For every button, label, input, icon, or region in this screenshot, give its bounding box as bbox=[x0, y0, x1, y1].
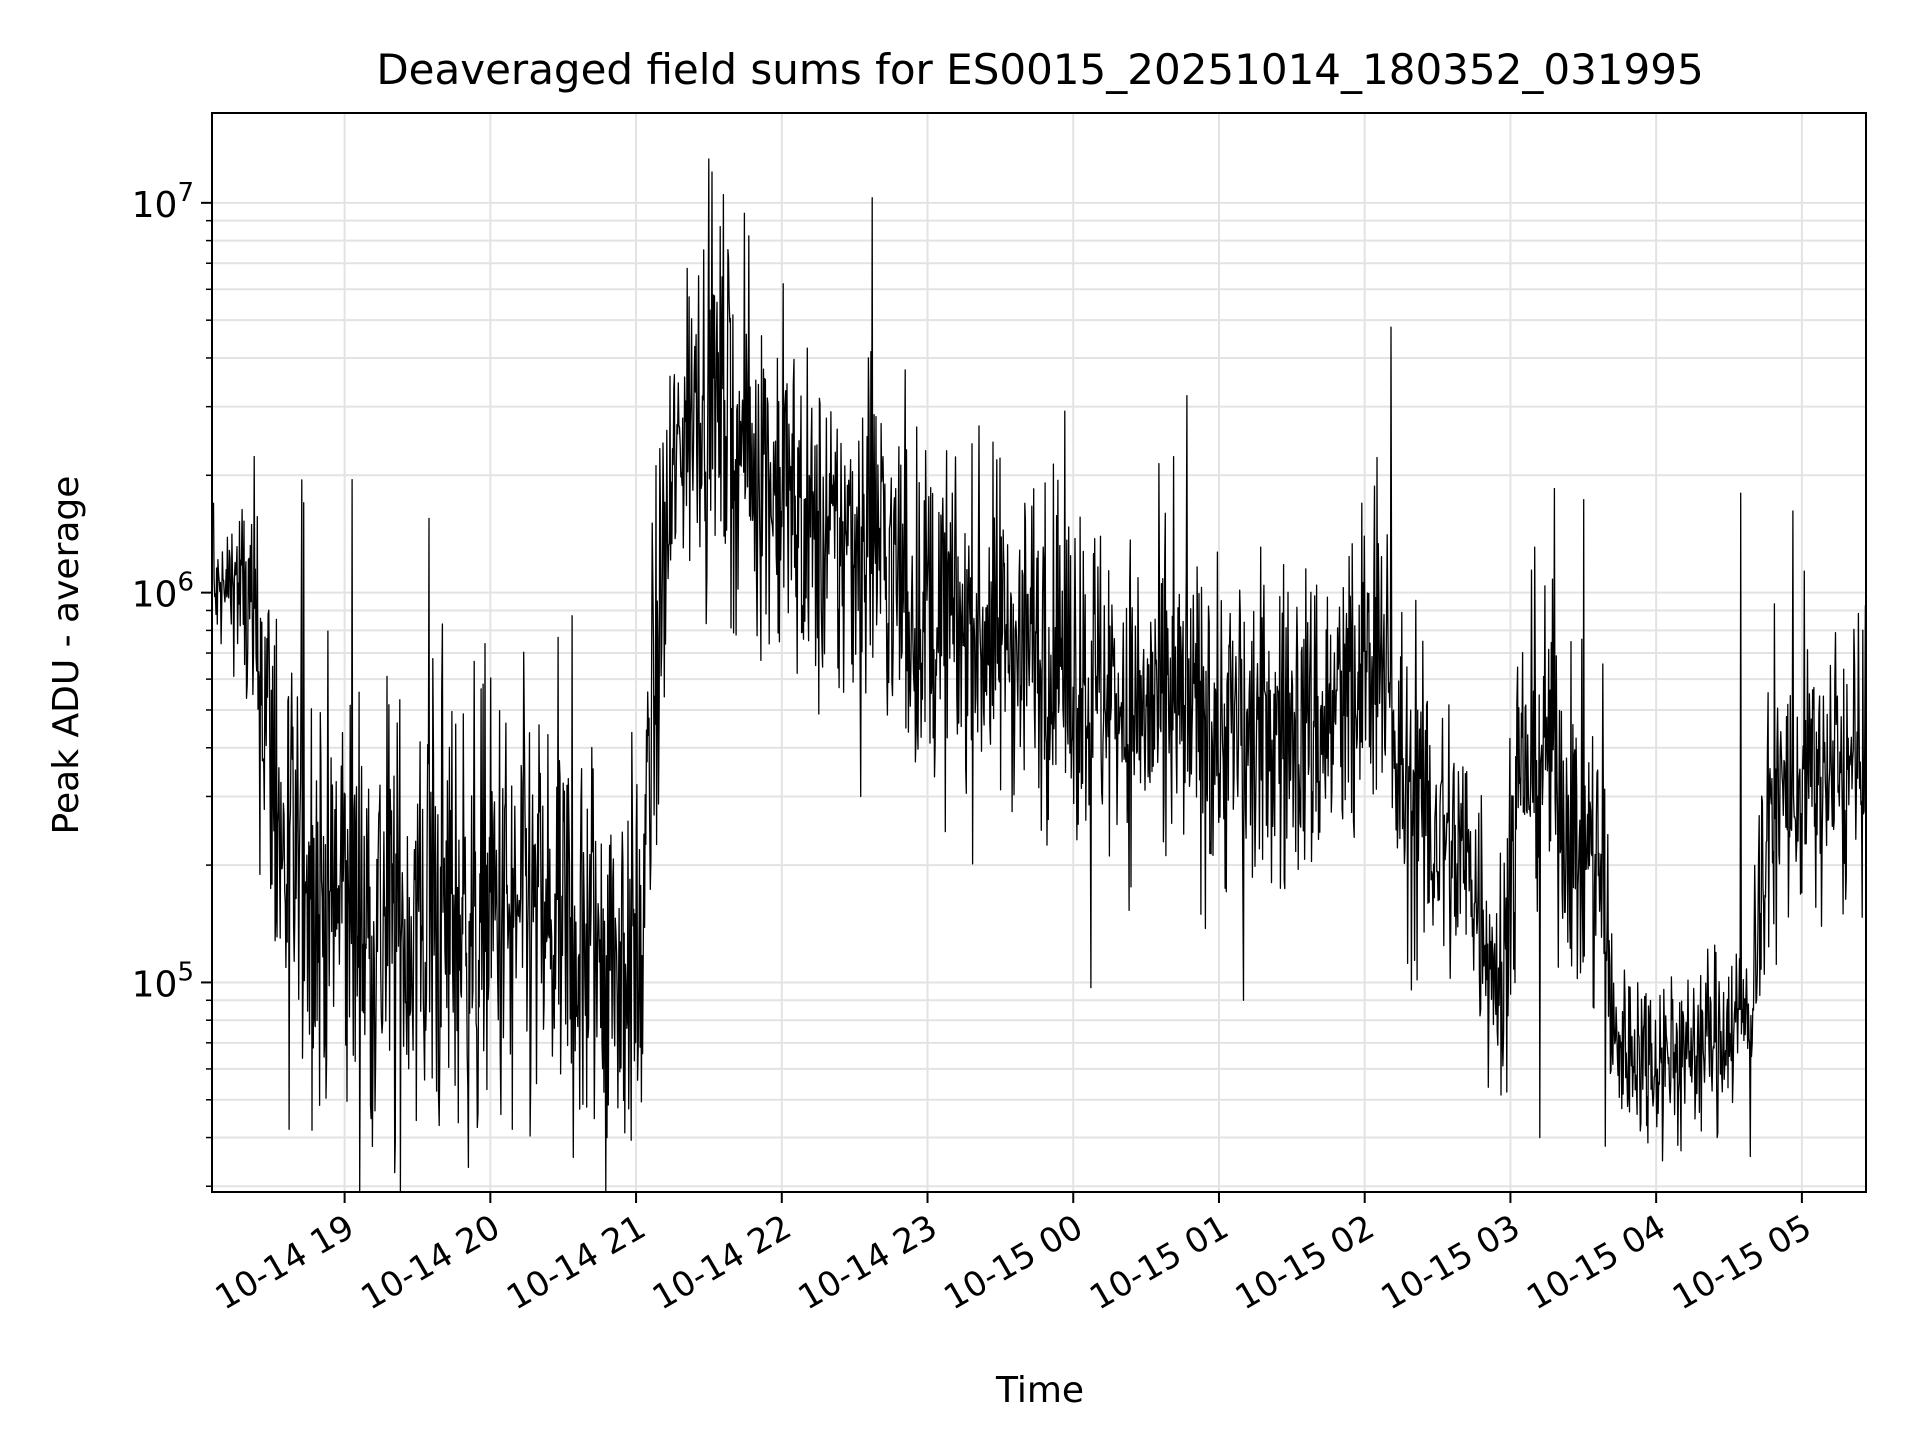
y-axis: 105 106 107 bbox=[132, 178, 212, 1188]
x-tick-label: 10-14 20 bbox=[354, 1207, 506, 1318]
data-trace bbox=[212, 158, 1867, 1193]
y-tick-label: 107 bbox=[132, 178, 194, 226]
x-tick-label: 10-14 23 bbox=[792, 1207, 944, 1318]
chart-title: Deaveraged field sums for ES0015_2025101… bbox=[376, 45, 1703, 94]
x-tick-label: 10-14 22 bbox=[646, 1207, 798, 1318]
y-tick-label: 106 bbox=[132, 568, 194, 616]
x-tick-label: 10-15 05 bbox=[1666, 1207, 1818, 1318]
series-line bbox=[212, 158, 1867, 1193]
x-tick-label: 10-15 04 bbox=[1520, 1207, 1672, 1318]
x-axis-label: Time bbox=[995, 1370, 1084, 1411]
x-tick-label: 10-15 00 bbox=[937, 1207, 1089, 1318]
y-axis-label: Peak ADU - average bbox=[46, 476, 87, 835]
x-tick-label: 10-15 03 bbox=[1375, 1207, 1527, 1318]
x-tick-label: 10-15 01 bbox=[1083, 1207, 1235, 1318]
x-tick-label: 10-14 21 bbox=[500, 1207, 652, 1318]
x-tick-label: 10-15 02 bbox=[1229, 1207, 1381, 1318]
y-tick-label: 105 bbox=[132, 957, 194, 1005]
x-tick-label: 10-14 19 bbox=[209, 1207, 361, 1318]
